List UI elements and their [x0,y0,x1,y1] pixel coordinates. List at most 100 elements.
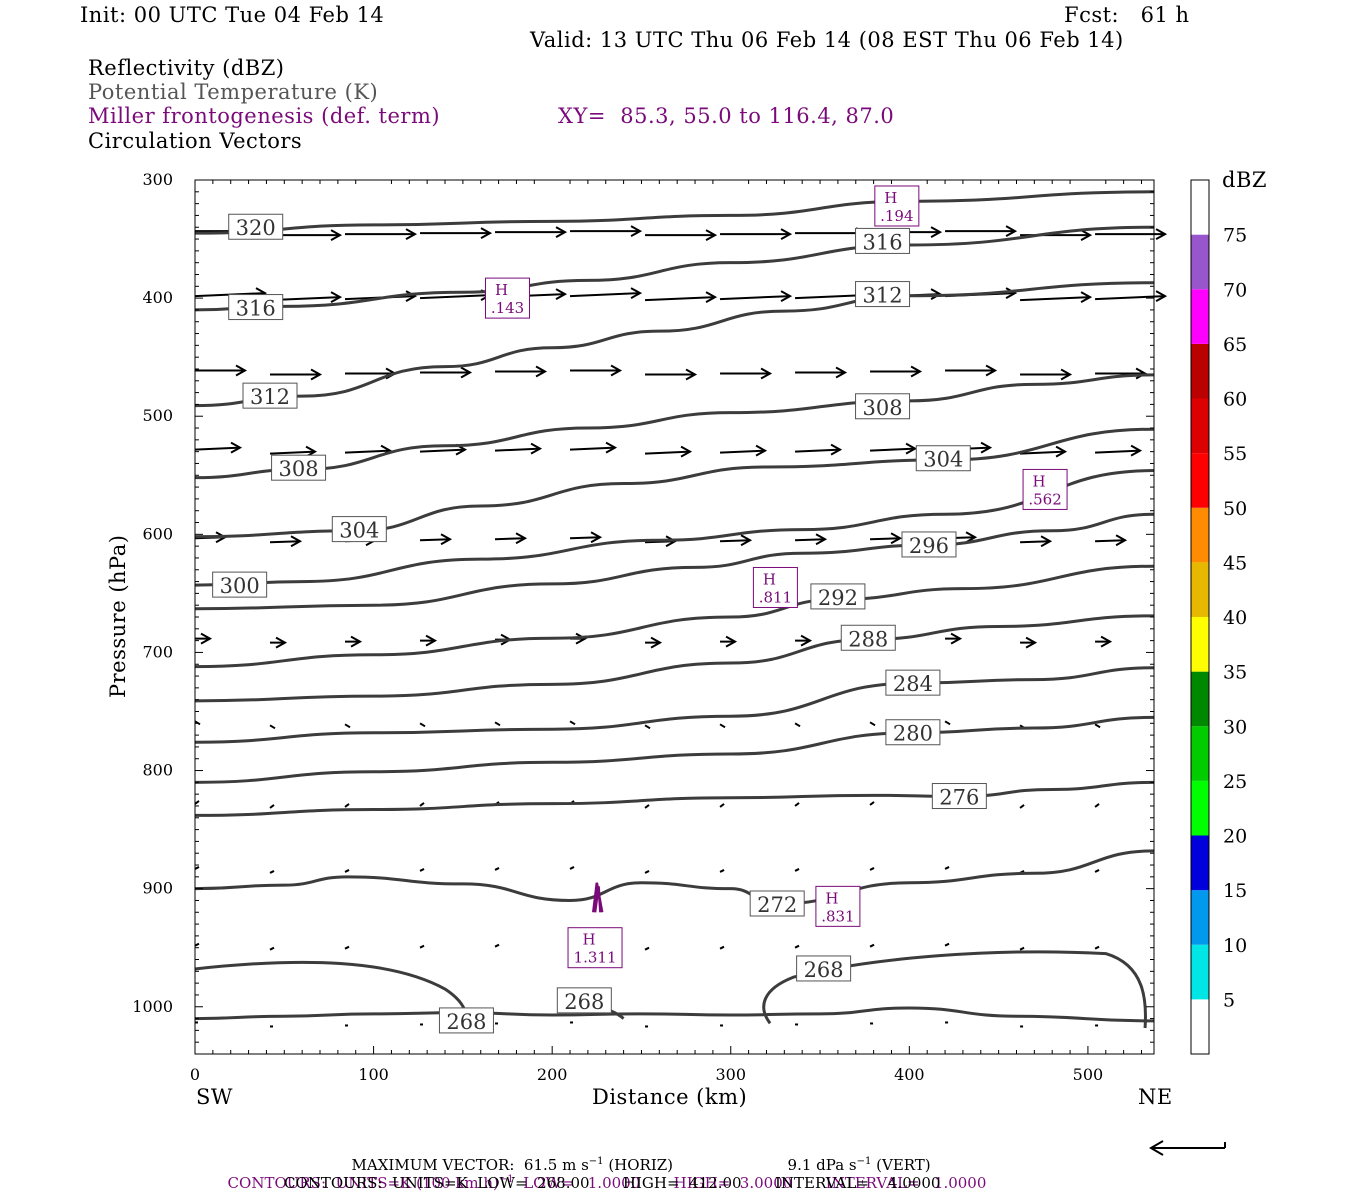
theta-label-268: 268 [438,1007,494,1034]
x-tick-label: 100 [358,1065,389,1084]
cross-section-chart: 3203163163123123083083043043002962922882… [132,170,1247,1084]
vector-head [230,441,243,454]
theta-label-box [212,571,268,598]
vector-head [310,368,323,381]
colorbar-bin [1191,398,1209,454]
theta-contour-272 [194,849,1155,906]
theta-label-text: 308 [279,457,319,481]
theta-label-text: 304 [339,519,379,543]
theta-label-308: 308 [271,454,327,481]
colorbar-label: 75 [1223,225,1247,247]
axes: 0 100 200 300 400 500 300 400 500 600 700 800 900 100… [132,170,1154,1084]
colorbar-bin [1191,780,1209,836]
theta-label-text: 312 [250,385,290,409]
colorbar-bin [1191,234,1209,290]
fronto-max-value: 1.311 [574,949,617,967]
theta-contours: 3203163163123123083083043043002962922882… [194,190,1155,1034]
circulation-vector [569,292,641,298]
vector-head [1155,290,1168,302]
theta-label-text: 292 [818,586,858,610]
circulation-vector [194,866,200,870]
theta-label-box [855,281,911,308]
fronto-max-box [815,885,861,927]
theta-contour-268-east [762,950,1147,1029]
circulation-vector [720,539,751,543]
circulation-vector [419,448,466,453]
circulation-vector [1019,804,1025,809]
fronto-max-box [874,185,920,227]
vector-head [890,532,903,545]
y-tick-label: 1000 [132,997,173,1016]
x-tick-label: 400 [894,1065,925,1084]
fronto-contour-range: LOW= 1.0000 HIGH= 3.0000 INTERVAL= 1.000… [523,1174,987,1192]
vector-head [605,441,618,454]
vector-head [930,226,943,239]
vector-head [685,368,698,381]
circulation-vector [795,538,826,542]
y-tick-label: 500 [142,406,173,425]
circulation-vector [870,447,916,452]
fronto-max: H.194 [874,185,920,227]
vector-head [705,291,718,303]
theta-label-292: 292 [810,583,866,610]
vector-head [1005,225,1018,238]
theta-label-280: 280 [885,719,941,746]
theta-contour-296 [194,512,1155,611]
colorbar-label: 30 [1223,716,1247,738]
init-time: Init: 00 UTC Tue 04 Feb 14 [80,3,385,27]
colorbar-label: 50 [1223,498,1247,520]
colorbar-unit: dBZ [1222,168,1267,192]
colorbar-bin [1191,944,1209,1000]
max-vector-horiz: MAXIMUM VECTOR: 61.5 m s [351,1156,589,1174]
circulation-vector [194,942,200,947]
fronto-max-label: H [884,189,897,207]
circulation-vector [494,943,500,948]
colorbar-bin [1191,999,1209,1054]
vector-head [1040,535,1053,548]
vector-head [575,632,588,645]
colorbar-label: 25 [1223,771,1247,793]
circulation-vector [644,724,651,730]
theta-contour-268 [194,1006,1155,1023]
colorbar-label: 70 [1223,279,1247,301]
circulation-vector [344,945,350,950]
vector-head [980,441,993,454]
y-tick-label: 300 [142,170,173,189]
plot-frame [194,179,1155,1055]
theta-label-300: 300 [212,571,268,598]
vector-head [630,225,643,238]
colorbar-bin [1191,726,1209,781]
colorbar-bin [1191,343,1209,399]
x-tick-label: 500 [1073,1065,1104,1084]
fronto-max-label: H [495,281,508,299]
vector-head [780,228,793,241]
fronto-max: H.143 [485,277,531,319]
colorbar-label: 15 [1223,880,1247,902]
theta-contour-300 [194,469,1155,587]
circulation-vector [419,802,425,807]
fronto-max: H.811 [752,566,798,608]
theta-contour-280 [194,715,1155,784]
circulation-vector [194,446,241,451]
vector-head [680,445,693,458]
fronto-spike-contour [592,882,604,913]
max-vector-horiz-label: (HORIZ) [608,1156,674,1174]
vector-head [800,634,813,647]
x-axis-label: Distance (km) [592,1085,748,1109]
theta-label-text: 268 [446,1010,486,1034]
theta-label-box [228,294,284,321]
theta-contour-308 [194,373,1155,480]
circulation-vector [569,446,616,451]
theta-label-text: 316 [236,297,276,321]
circulation-vector [719,803,725,808]
theta-label-box [749,890,805,917]
vector-head [330,229,343,242]
field-reflectivity: Reflectivity (dBZ) [88,56,285,80]
circulation-vector [644,296,716,302]
vector-head [440,533,453,546]
circulation-vector [269,450,316,455]
max-vector-text: MAXIMUM VECTOR: 61.5 m s−1 (HORIZ) [351,1156,674,1174]
cross-section-xy: XY= 85.3, 55.0 to 116.4, 87.0 [558,104,895,128]
vector-head [590,531,603,544]
max-vector-vert: 9.1 dPa s [787,1156,857,1174]
